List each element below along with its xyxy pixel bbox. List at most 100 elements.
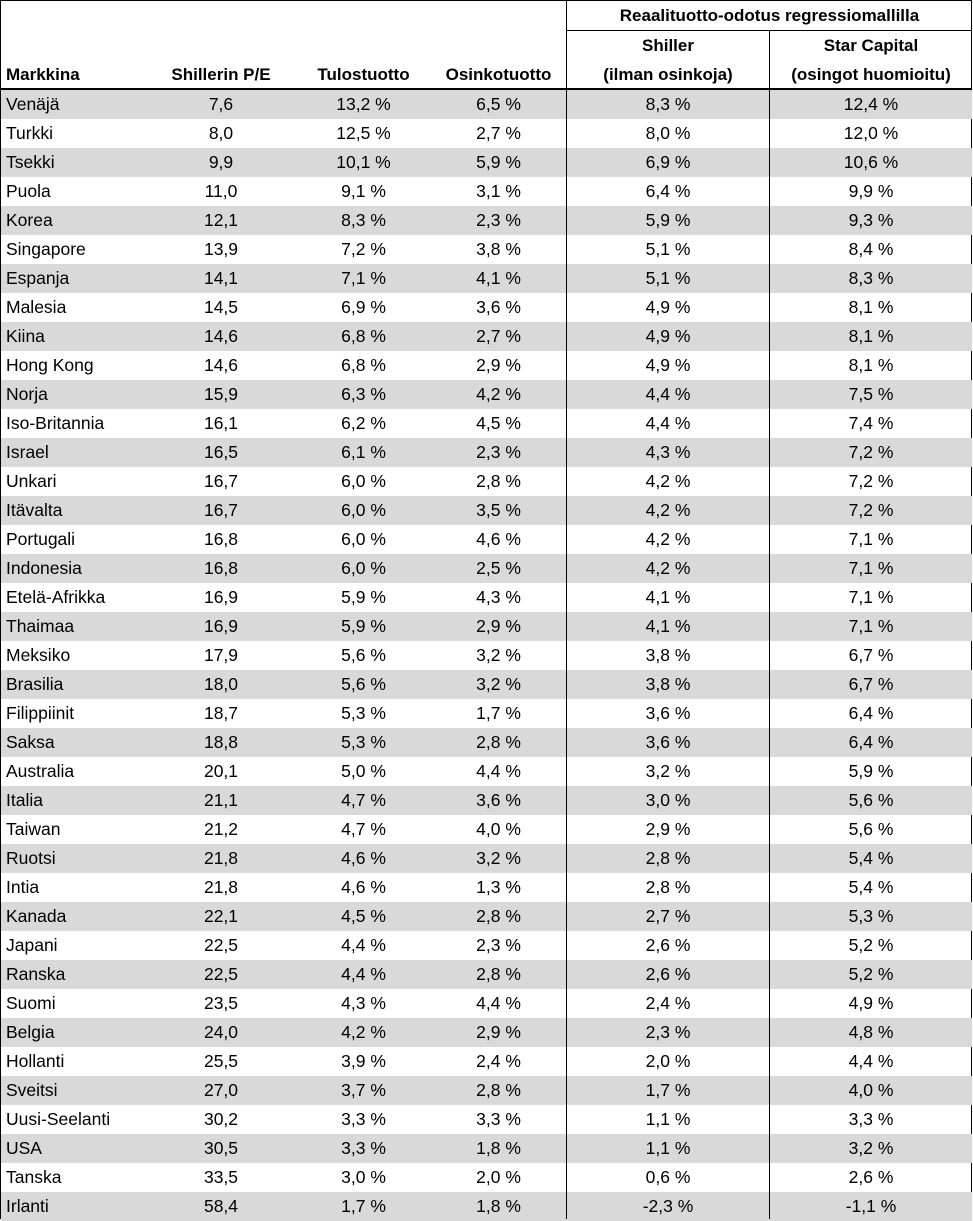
cell-shiller-return: 3,6 % xyxy=(645,732,691,752)
table-row: Sveitsi 27,0 3,7 % 2,8 % 1,7 % 4,0 % xyxy=(1,1076,972,1105)
cell-market: Thaimaa xyxy=(6,616,75,636)
cell-shiller-pe: 13,9 xyxy=(203,239,239,259)
cell-starcapital-return: 9,3 % xyxy=(848,210,894,230)
table-row: Ruotsi 21,8 4,6 % 3,2 % 2,8 % 5,4 % xyxy=(1,844,972,873)
cell-shiller-return: 2,8 % xyxy=(645,877,691,897)
cell-shiller-pe: 21,2 xyxy=(203,819,239,839)
cell-starcapital-return: 12,4 % xyxy=(843,94,899,114)
cell-shiller-return: 6,9 % xyxy=(645,152,691,172)
cell-dividend-yield: 4,5 % xyxy=(476,413,521,433)
table-row: Indonesia 16,8 6,0 % 2,5 % 4,2 % 7,1 % xyxy=(1,554,972,583)
cell-dividend-yield: 4,4 % xyxy=(476,993,521,1013)
cell-shiller-pe: 58,4 xyxy=(203,1196,239,1216)
cell-shiller-pe: 9,9 xyxy=(208,152,234,172)
table-row: Tanska 33,5 3,0 % 2,0 % 0,6 % 2,6 % xyxy=(1,1163,972,1192)
cell-dividend-yield: 6,5 % xyxy=(476,94,521,114)
cell-starcapital-return: 6,7 % xyxy=(848,645,894,665)
cell-shiller-pe: 16,9 xyxy=(203,587,239,607)
cell-dividend-yield: 3,6 % xyxy=(476,790,521,810)
cell-market: Suomi xyxy=(6,993,56,1013)
cell-dividend-yield: 1,3 % xyxy=(476,877,521,897)
cell-shiller-pe: 16,7 xyxy=(203,471,239,491)
cell-dividend-yield: 2,9 % xyxy=(476,1022,521,1042)
cell-starcapital-return: 7,5 % xyxy=(848,384,894,404)
cell-earnings-yield: 6,9 % xyxy=(341,297,386,317)
cell-market: Filippiinit xyxy=(6,703,75,723)
cell-earnings-yield: 6,8 % xyxy=(341,355,386,375)
cell-starcapital-return: 2,6 % xyxy=(848,1167,894,1187)
cell-shiller-return: 2,0 % xyxy=(645,1051,691,1071)
cell-starcapital-return: 7,2 % xyxy=(848,500,894,520)
cell-shiller-return: 3,8 % xyxy=(645,674,691,694)
table-row: Puola 11,0 9,1 % 3,1 % 6,4 % 9,9 % xyxy=(1,177,972,206)
header-starcapital-subtitle: (osingot huomioitu) xyxy=(791,65,951,84)
cell-shiller-return: 5,1 % xyxy=(645,239,691,259)
cell-shiller-return: 8,0 % xyxy=(645,123,691,143)
cell-shiller-return: 4,2 % xyxy=(645,471,691,491)
cell-shiller-return: 2,9 % xyxy=(645,819,691,839)
header-market: Markkina xyxy=(6,65,80,84)
cell-shiller-pe: 25,5 xyxy=(203,1051,239,1071)
cell-market: Unkari xyxy=(6,471,57,491)
cell-earnings-yield: 4,4 % xyxy=(341,964,386,984)
cell-shiller-return: 3,2 % xyxy=(645,761,691,781)
cell-earnings-yield: 5,9 % xyxy=(341,587,386,607)
cell-starcapital-return: 4,9 % xyxy=(848,993,894,1013)
cell-dividend-yield: 2,9 % xyxy=(476,616,521,636)
cell-earnings-yield: 5,6 % xyxy=(341,645,386,665)
cell-earnings-yield: 4,2 % xyxy=(341,1022,386,1042)
cell-starcapital-return: 4,8 % xyxy=(848,1022,894,1042)
cell-market: Uusi-Seelanti xyxy=(6,1109,111,1129)
table-row: Uusi-Seelanti 30,2 3,3 % 3,3 % 1,1 % 3,3 % xyxy=(1,1105,972,1134)
cell-dividend-yield: 1,8 % xyxy=(476,1196,521,1216)
table-row: Australia 20,1 5,0 % 4,4 % 3,2 % 5,9 % xyxy=(1,757,972,786)
table-row: Venäjä 7,6 13,2 % 6,5 % 8,3 % 12,4 % xyxy=(1,90,972,119)
cell-starcapital-return: 7,2 % xyxy=(848,471,894,491)
cell-earnings-yield: 7,2 % xyxy=(341,239,386,259)
cell-shiller-pe: 18,7 xyxy=(203,703,239,723)
header-shiller-model: Shiller (ilman osinkoja) xyxy=(567,31,769,89)
header-group-real-return: Reaalituotto-odotus regressiomallilla xyxy=(566,1,972,31)
cell-market: Australia xyxy=(6,761,75,781)
table-row: Unkari 16,7 6,0 % 2,8 % 4,2 % 7,2 % xyxy=(1,467,972,496)
divider-left-group xyxy=(566,1,567,1219)
cell-dividend-yield: 2,7 % xyxy=(476,123,521,143)
table-row: Italia 21,1 4,7 % 3,6 % 3,0 % 5,6 % xyxy=(1,786,972,815)
cell-shiller-pe: 22,1 xyxy=(203,906,239,926)
cell-shiller-return: 4,2 % xyxy=(645,558,691,578)
cell-dividend-yield: 3,2 % xyxy=(476,645,521,665)
cell-earnings-yield: 5,3 % xyxy=(341,732,386,752)
cell-shiller-pe: 30,5 xyxy=(203,1138,239,1158)
cell-shiller-pe: 14,6 xyxy=(203,326,239,346)
table-row: Filippiinit 18,7 5,3 % 1,7 % 3,6 % 6,4 % xyxy=(1,699,972,728)
cell-starcapital-return: 4,0 % xyxy=(848,1080,894,1100)
cell-starcapital-return: 5,6 % xyxy=(848,790,894,810)
cell-dividend-yield: 3,8 % xyxy=(476,239,521,259)
cell-market: USA xyxy=(6,1138,42,1158)
cell-earnings-yield: 4,3 % xyxy=(341,993,386,1013)
cell-starcapital-return: 5,2 % xyxy=(848,964,894,984)
cell-earnings-yield: 6,0 % xyxy=(341,529,386,549)
cell-market: Intia xyxy=(6,877,40,897)
cell-shiller-return: 4,9 % xyxy=(645,326,691,346)
table-row: Irlanti 58,4 1,7 % 1,8 % -2,3 % -1,1 % xyxy=(1,1192,972,1221)
cell-shiller-return: 2,3 % xyxy=(645,1022,691,1042)
cell-starcapital-return: 5,6 % xyxy=(848,819,894,839)
cell-market: Indonesia xyxy=(6,558,82,578)
cell-dividend-yield: 2,8 % xyxy=(476,471,521,491)
cell-shiller-pe: 16,7 xyxy=(203,500,239,520)
cell-shiller-return: 4,3 % xyxy=(645,442,691,462)
cell-earnings-yield: 6,0 % xyxy=(341,500,386,520)
cell-earnings-yield: 4,5 % xyxy=(341,906,386,926)
cell-shiller-pe: 18,0 xyxy=(203,674,239,694)
table-row: Hollanti 25,5 3,9 % 2,4 % 2,0 % 4,4 % xyxy=(1,1047,972,1076)
cell-dividend-yield: 3,3 % xyxy=(476,1109,521,1129)
table-row: Suomi 23,5 4,3 % 4,4 % 2,4 % 4,9 % xyxy=(1,989,972,1018)
cell-market: Puola xyxy=(6,181,51,201)
table-row: Malesia 14,5 6,9 % 3,6 % 4,9 % 8,1 % xyxy=(1,293,972,322)
cell-shiller-pe: 14,5 xyxy=(203,297,239,317)
cell-dividend-yield: 3,5 % xyxy=(476,500,521,520)
cell-shiller-return: 3,0 % xyxy=(645,790,691,810)
cell-shiller-pe: 7,6 xyxy=(208,94,234,114)
cell-dividend-yield: 3,1 % xyxy=(476,181,521,201)
